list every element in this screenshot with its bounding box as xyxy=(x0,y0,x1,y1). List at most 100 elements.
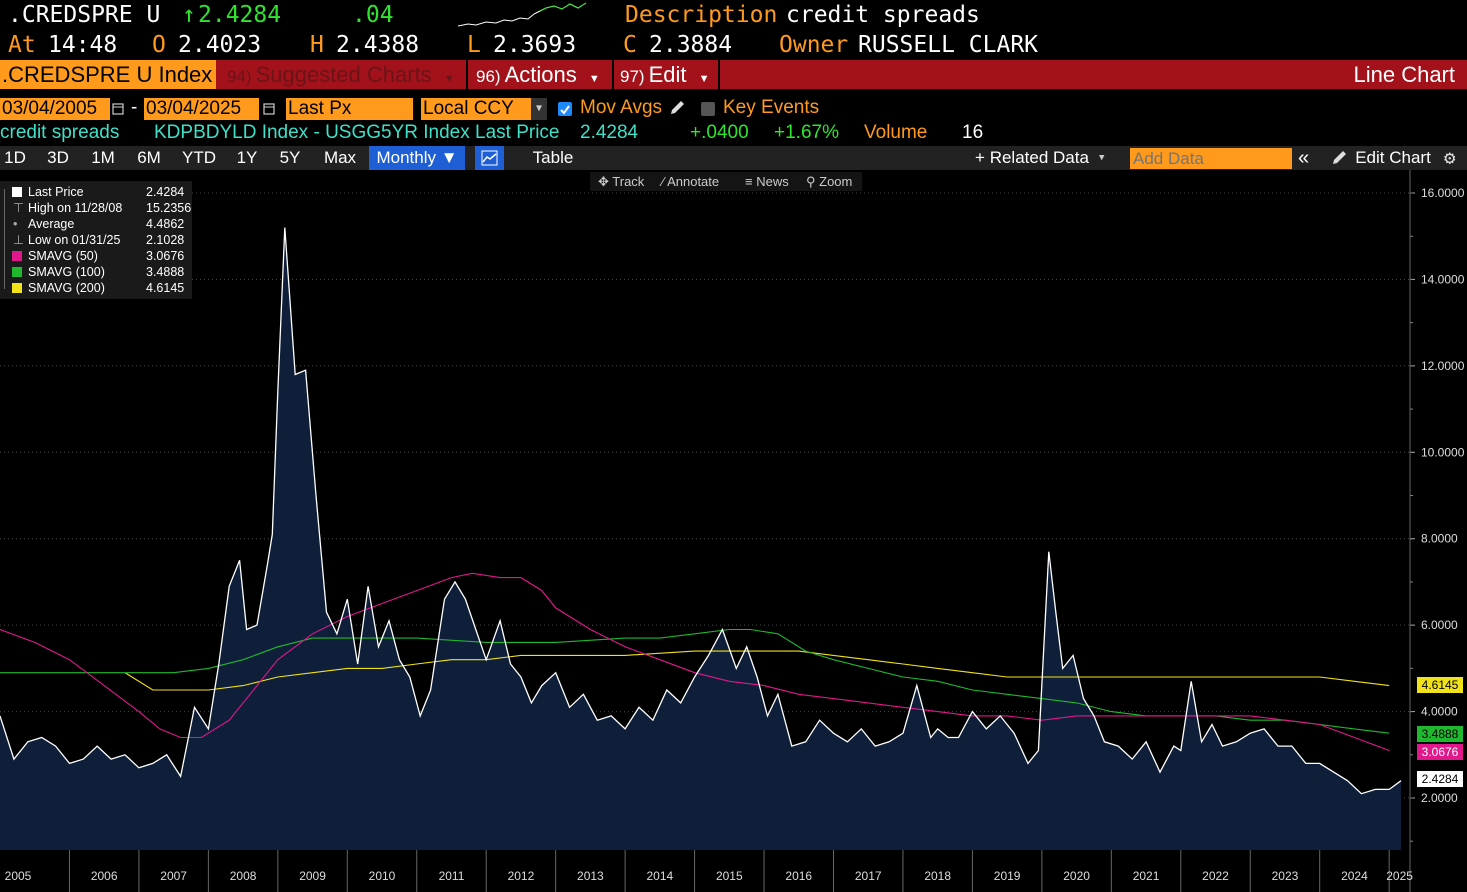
x-tick-label: 2019 xyxy=(994,869,1021,883)
add-data-input[interactable] xyxy=(1130,148,1292,169)
index-tab[interactable]: .CREDSPRE U Index xyxy=(0,60,216,89)
price-field-select[interactable]: Last Px xyxy=(286,98,413,120)
axis-value-tag: 2.4284 xyxy=(1417,771,1463,788)
x-tick-label: 2024 xyxy=(1341,869,1368,883)
axis-value-tag: 3.0676 xyxy=(1417,743,1463,760)
frequency-select[interactable]: Monthly ▼ xyxy=(369,146,465,170)
security-name: credit spreads xyxy=(0,122,120,143)
key-events-checkbox[interactable] xyxy=(701,102,715,116)
menu-divider xyxy=(612,60,614,89)
legend-swatch xyxy=(12,267,22,277)
period-1y[interactable]: 1Y xyxy=(236,148,258,167)
legend-swatch xyxy=(12,187,22,197)
x-tick-label: 2020 xyxy=(1063,869,1090,883)
period-1m[interactable]: 1M xyxy=(91,148,115,167)
period-5y[interactable]: 5Y xyxy=(279,148,301,167)
edit-chart-button[interactable]: Edit Chart xyxy=(1355,148,1431,167)
period-1d[interactable]: 1D xyxy=(4,148,26,167)
start-date-input[interactable]: 03/04/2005 xyxy=(0,98,110,120)
suggested-charts-menu[interactable]: 94) Suggested Charts ▼ xyxy=(221,60,464,89)
price-chart[interactable]: 2.0000 4.0000 6.0000 8.0000 10.0000 12.0000 14… xyxy=(0,170,1467,892)
high-marker-icon: ⊤ xyxy=(13,201,24,215)
annotate-icon: ∕ xyxy=(662,174,668,189)
chart-tools xyxy=(590,172,862,191)
ticker: .CREDSPRE U xyxy=(8,2,161,28)
actions-menu[interactable]: 96) Actions ▼ xyxy=(470,60,610,89)
collapse-icon[interactable]: « xyxy=(1298,147,1310,169)
security-change: +.0400 xyxy=(690,122,749,143)
x-tick-label: 2015 xyxy=(716,869,743,883)
open-label: O xyxy=(152,32,166,58)
volume-label: Volume xyxy=(864,122,928,143)
volume-value: 16 xyxy=(962,122,984,143)
close-value: 2.3884 xyxy=(649,32,733,58)
y-tick-label: 14.0000 xyxy=(1421,272,1465,286)
x-tick-label: 2023 xyxy=(1272,869,1299,883)
edit-menu[interactable]: 97) Edit ▼ xyxy=(614,60,718,89)
actions-num: 96) xyxy=(476,67,501,86)
legend-label: Average xyxy=(28,217,75,231)
x-tick-label: 2009 xyxy=(299,869,326,883)
x-tick-label: 2025 xyxy=(1386,869,1413,883)
calendar-icon[interactable] xyxy=(261,98,277,120)
x-tick-label: 2022 xyxy=(1202,869,1229,883)
period-max[interactable]: Max xyxy=(323,148,357,167)
currency-select[interactable]: Local CCY xyxy=(421,98,531,120)
high-label: H xyxy=(310,32,324,58)
end-date-input[interactable]: 03/04/2025 xyxy=(144,98,259,120)
price-area-fill xyxy=(0,227,1401,851)
axis-value-tag: 4.6145 xyxy=(1417,677,1463,694)
legend-value: 4.4862 xyxy=(146,217,185,231)
at-label: At xyxy=(8,32,36,58)
legend-swatch xyxy=(12,251,22,261)
security-pct: +1.67% xyxy=(774,122,839,143)
series-line-last-price xyxy=(0,227,1402,795)
x-tick-label: 2018 xyxy=(924,869,951,883)
description: credit spreads xyxy=(786,2,980,28)
last-price: 2.4284 xyxy=(198,2,282,28)
y-tick-label: 4.0000 xyxy=(1421,705,1458,719)
legend-value: 15.2356 xyxy=(146,201,192,215)
track-tool[interactable]: ✥ Track xyxy=(598,174,644,190)
annotate-tool[interactable]: ∕ Annotate xyxy=(662,174,719,189)
period-ytd[interactable]: YTD xyxy=(182,148,216,167)
line-chart-icon[interactable] xyxy=(475,146,504,170)
calendar-icon[interactable] xyxy=(110,98,126,120)
close-label: C xyxy=(623,32,637,58)
chart-legend: Last Price 2.4284 ⊤ High on 11/28/08 15.2356… xyxy=(0,181,192,299)
suggested-label: Suggested Charts xyxy=(255,62,432,87)
gear-icon[interactable]: ⚙ xyxy=(1444,147,1456,169)
edit-label: Edit xyxy=(648,62,687,87)
key-events-label[interactable]: Key Events xyxy=(723,97,820,118)
y-tick-label: 12.0000 xyxy=(1421,359,1465,373)
x-tick-label: 2012 xyxy=(508,869,535,883)
news-icon: ≡ xyxy=(745,174,757,189)
period-6m[interactable]: 6M xyxy=(137,148,161,167)
table-button[interactable]: Table xyxy=(532,148,574,167)
news-tool[interactable]: ≡ News xyxy=(745,174,789,189)
menu-divider xyxy=(718,60,720,89)
x-tick-label: 2006 xyxy=(91,869,118,883)
y-tick-label: 6.0000 xyxy=(1421,618,1458,632)
high-value: 2.4388 xyxy=(336,32,420,58)
currency-dropdown-icon[interactable]: ▼ xyxy=(531,98,547,120)
track-label: Track xyxy=(612,174,645,189)
legend-label: SMAVG (50) xyxy=(28,249,98,263)
pencil-icon[interactable] xyxy=(668,99,686,121)
dropdown-caret-icon: ▼ xyxy=(588,73,600,85)
mov-avgs-checkbox[interactable] xyxy=(558,102,572,116)
zoom-label: Zoom xyxy=(819,174,853,189)
security-formula: KDPBDYLD Index - USGG5YR Index Last Pric… xyxy=(154,122,560,143)
x-tick-label: 2005 xyxy=(5,869,32,883)
period-3d[interactable]: 3D xyxy=(47,148,69,167)
x-tick-label: 2008 xyxy=(230,869,257,883)
x-tick-label: 2013 xyxy=(577,869,604,883)
mov-avgs-label[interactable]: Mov Avgs xyxy=(580,97,663,118)
zoom-tool[interactable]: ⚲ Zoom xyxy=(806,174,852,190)
legend-value: 2.1028 xyxy=(146,233,185,247)
legend-label: SMAVG (200) xyxy=(28,281,105,295)
related-data-button[interactable]: + Related Data xyxy=(975,148,1089,167)
menu-divider xyxy=(466,60,468,89)
owner: RUSSELL CLARK xyxy=(858,32,1039,58)
edit-chart-pencil-icon[interactable] xyxy=(1330,149,1348,171)
